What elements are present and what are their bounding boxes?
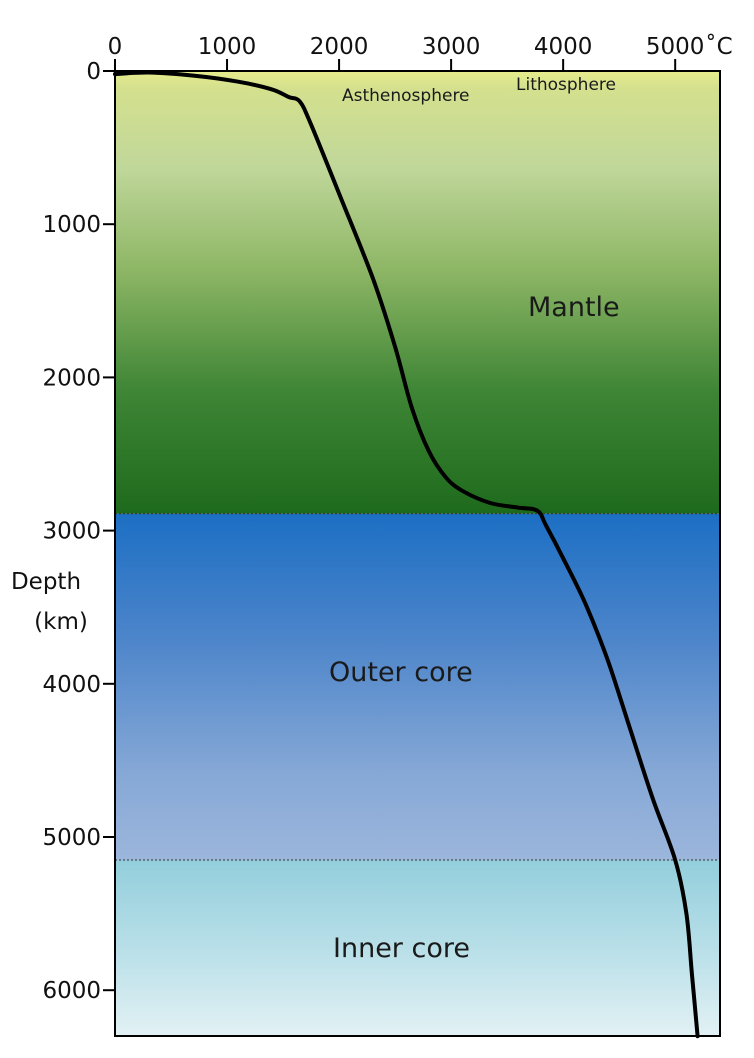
x-axis-unit: ˚C [705, 33, 733, 60]
y-axis-label-unit: (km) [34, 609, 88, 635]
x-tick-label-0: 0 [108, 34, 123, 60]
outer-core-band [115, 513, 720, 860]
y-tick-label-2000: 2000 [42, 365, 101, 391]
mantle-label: Mantle [528, 292, 620, 323]
mantle-band [115, 71, 720, 514]
x-tick-label-5000: 5000 [646, 34, 705, 60]
temperature-curve [113, 70, 700, 1039]
x-axis-ticks: 0 1000 2000 3000 4000 5000 [108, 34, 705, 71]
x-tick-label-2000: 2000 [310, 34, 369, 60]
y-tick-label-3000: 3000 [42, 519, 101, 545]
x-tick-label-4000: 4000 [534, 34, 593, 60]
inner-core-band [115, 859, 720, 1036]
layer-bands [115, 71, 720, 1036]
x-tick-label-1000: 1000 [198, 34, 257, 60]
y-tick-label-5000: 5000 [42, 825, 101, 851]
inner-core-label: Inner core [333, 933, 470, 964]
y-tick-label-1000: 1000 [42, 212, 101, 238]
x-tick-label-3000: 3000 [422, 34, 481, 60]
plot-frame [114, 70, 721, 1037]
y-tick-label-6000: 6000 [42, 978, 101, 1004]
layer-boundaries [115, 513, 720, 861]
y-axis-label-depth: Depth [11, 569, 81, 595]
asthenosphere-label: Asthenosphere [342, 86, 470, 106]
y-tick-label-0: 0 [86, 59, 101, 85]
y-axis-ticks: 0 1000 2000 3000 4000 5000 6000 [42, 59, 115, 1004]
y-tick-label-4000: 4000 [42, 672, 101, 698]
lithosphere-label: Lithosphere [516, 75, 616, 95]
outer-core-label: Outer core [329, 657, 473, 688]
